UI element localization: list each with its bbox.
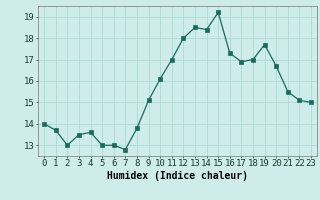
X-axis label: Humidex (Indice chaleur): Humidex (Indice chaleur)	[107, 171, 248, 181]
